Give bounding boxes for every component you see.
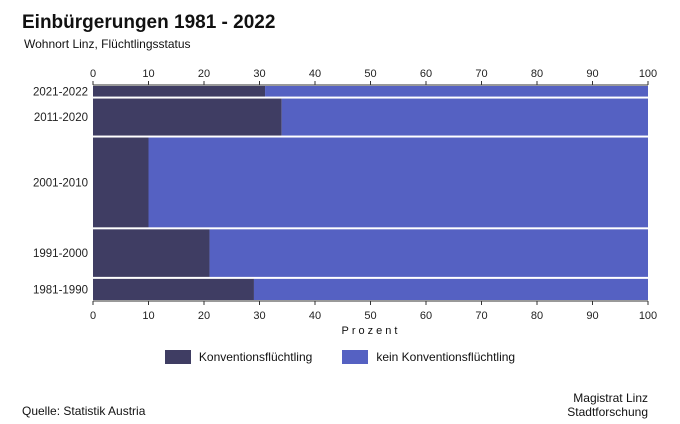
bottom-tick-label: 0: [90, 310, 96, 322]
top-tick-label: 60: [420, 68, 432, 80]
bottom-tick-label: 80: [531, 310, 543, 322]
bar-konvention-2001-2010: [93, 137, 149, 228]
bar-kein-konvention-1991-2000: [209, 229, 649, 277]
bottom-tick-label: 10: [142, 310, 154, 322]
credit: Magistrat Linz Stadtforschung: [567, 391, 648, 419]
credit-line-2: Stadtforschung: [567, 405, 648, 419]
bottom-tick-label: 40: [309, 310, 321, 322]
bar-konvention-1991-2000: [93, 229, 210, 277]
bar-kein-konvention-2011-2020: [281, 98, 648, 136]
bar-konvention-2011-2020: [93, 98, 282, 136]
top-tick-label: 10: [142, 68, 154, 80]
bottom-tick-label: 60: [420, 310, 432, 322]
chart-title: Einbürgerungen 1981 - 2022: [22, 12, 276, 33]
bottom-tick-label: 90: [586, 310, 598, 322]
top-tick-label: 0: [90, 68, 96, 80]
category-label: 1981-1990: [33, 284, 88, 296]
category-label: 2001-2010: [33, 177, 88, 189]
top-tick-label: 30: [253, 68, 265, 80]
top-tick-label: 50: [364, 68, 376, 80]
legend-swatch-konvention: [164, 350, 191, 364]
bar-kein-konvention-2001-2010: [148, 137, 648, 228]
bar-kein-konvention-2021-2022: [265, 86, 648, 97]
chart-subtitle: Wohnort Linz, Flüchtlingsstatus: [24, 37, 191, 51]
x-axis-label: Prozent: [341, 325, 401, 337]
legend-item-kein-konvention: kein Konventionsflüchtling: [342, 350, 515, 364]
legend-label-kein-konvention: kein Konventionsflüchtling: [376, 350, 516, 364]
top-tick-label: 80: [531, 68, 543, 80]
bottom-tick-label: 100: [639, 310, 657, 322]
legend-label-konvention: Konventionsflüchtling: [198, 350, 313, 364]
bottom-tick-label: 70: [475, 310, 487, 322]
category-label: 2011-2020: [34, 112, 88, 124]
bar-konvention-1981-1990: [93, 278, 254, 300]
bar-kein-konvention-1981-1990: [253, 278, 648, 300]
credit-line-1: Magistrat Linz: [573, 391, 648, 405]
top-tick-label: 70: [475, 68, 487, 80]
top-tick-label: 20: [198, 68, 210, 80]
legend: Konventionsflüchtling kein Konventionsfl…: [0, 350, 680, 364]
top-tick-label: 90: [586, 68, 598, 80]
bottom-tick-label: 50: [364, 310, 376, 322]
top-tick-label: 40: [309, 68, 321, 80]
source-note: Quelle: Statistik Austria: [22, 404, 146, 418]
bottom-tick-label: 30: [253, 310, 265, 322]
category-label: 2021-2022: [33, 86, 88, 98]
bottom-tick-label: 20: [198, 310, 210, 322]
category-label: 1991-2000: [33, 248, 88, 260]
legend-swatch-kein-konvention: [342, 350, 369, 364]
legend-item-konvention: Konventionsflüchtling: [164, 350, 313, 364]
bar-konvention-2021-2022: [93, 86, 266, 97]
top-tick-label: 100: [639, 68, 657, 80]
